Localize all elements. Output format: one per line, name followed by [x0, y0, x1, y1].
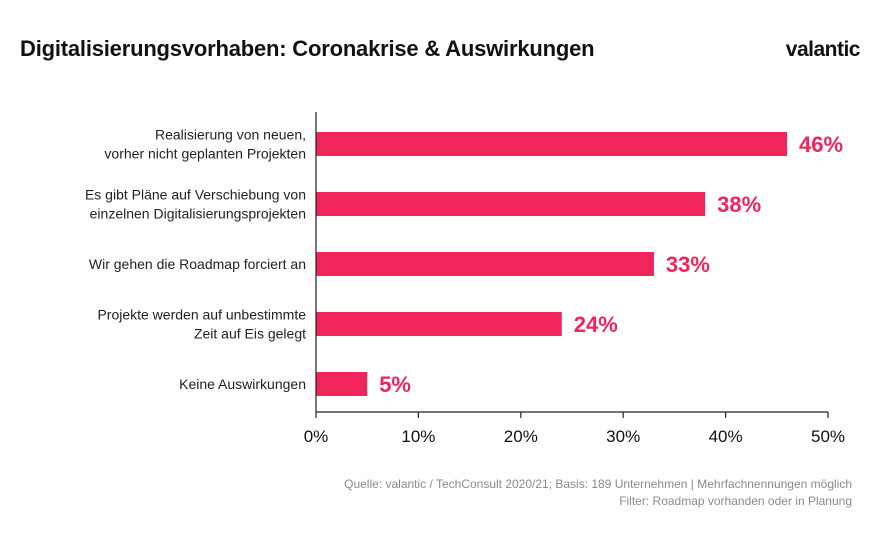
x-tick-label: 50% [811, 427, 845, 446]
value-label: 24% [574, 312, 618, 337]
category-label: Realisierung von neuen, [155, 127, 306, 143]
value-label: 5% [379, 372, 411, 397]
value-label: 46% [799, 132, 843, 157]
category-label: Es gibt Pläne auf Verschiebung von [85, 187, 306, 203]
x-tick-label: 30% [606, 427, 640, 446]
x-tick-label: 40% [709, 427, 743, 446]
bar [316, 192, 706, 216]
x-tick-label: 10% [401, 427, 435, 446]
chart-title: Digitalisierungsvorhaben: Coronakrise & … [20, 36, 595, 61]
brand-logo: valantic [785, 38, 861, 61]
bar [316, 132, 788, 156]
value-label: 38% [717, 192, 761, 217]
category-label: Wir gehen die Roadmap forciert an [89, 256, 306, 272]
value-label: 33% [666, 252, 710, 277]
source-line-2: Filter: Roadmap vorhanden oder in Planun… [619, 494, 852, 508]
category-label: einzelnen Digitalisierungsprojekten [90, 206, 306, 222]
source-note: Quelle: valantic / TechConsult 2020/21; … [344, 476, 852, 510]
category-label: Zeit auf Eis gelegt [194, 326, 306, 342]
category-label: Keine Auswirkungen [179, 376, 306, 392]
source-line-1: Quelle: valantic / TechConsult 2020/21; … [344, 477, 852, 491]
bar [316, 312, 562, 336]
category-label: vorher nicht geplanten Projekten [104, 146, 306, 162]
category-label: Projekte werden auf unbestimmte [97, 307, 306, 323]
x-tick-label: 20% [504, 427, 538, 446]
bar [316, 372, 368, 396]
x-tick-label: 0% [304, 427, 329, 446]
bar [316, 252, 654, 276]
